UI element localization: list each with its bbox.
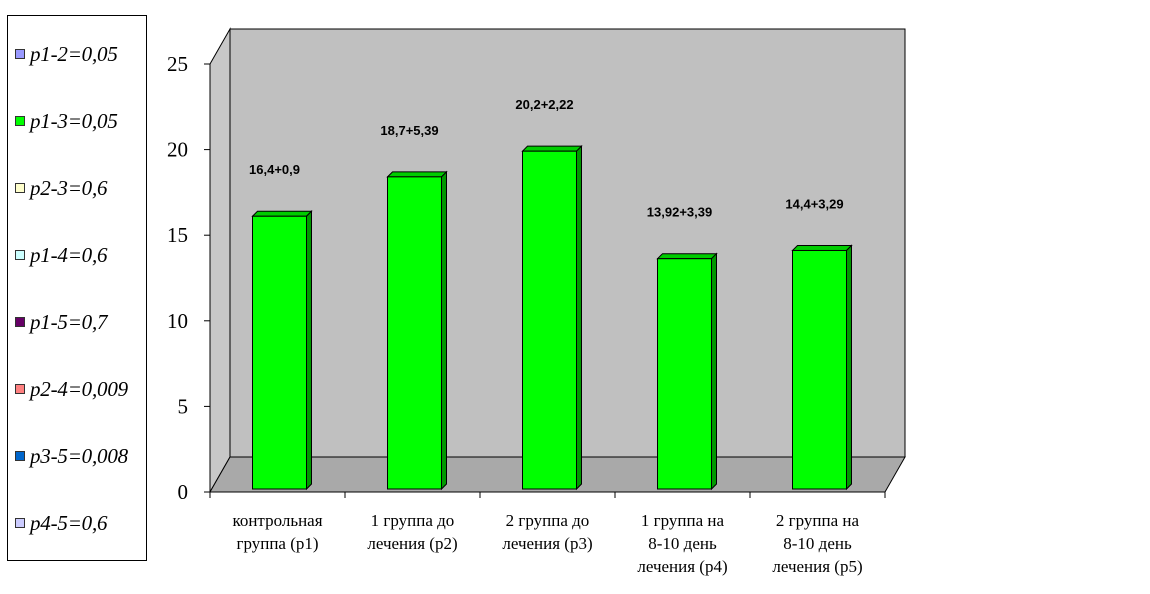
bar-top bbox=[656, 253, 718, 260]
legend-label: p1-3=0,05 bbox=[30, 108, 118, 133]
x-tick-label: 1 группа на bbox=[641, 511, 725, 530]
data-label: 13,92+3,39 bbox=[647, 205, 712, 220]
y-tick-label: 15 bbox=[167, 223, 188, 247]
data-label: 20,2+2,22 bbox=[515, 97, 573, 112]
legend-swatch bbox=[15, 518, 25, 528]
bar-chart: 0 5 10 15 20 25 16,4+0,9 контрольная группа (р1… bbox=[167, 27, 906, 576]
bar bbox=[521, 144, 583, 491]
bar-side bbox=[306, 210, 312, 491]
bar-side bbox=[441, 170, 447, 491]
bar-top bbox=[791, 244, 853, 251]
bar bbox=[251, 210, 313, 491]
legend-swatch bbox=[15, 317, 25, 327]
y-tick-label: 0 bbox=[178, 480, 189, 504]
bar bbox=[656, 252, 718, 491]
bar-top bbox=[521, 145, 583, 152]
bar-top bbox=[251, 210, 313, 217]
legend-item: p2-4=0,009 bbox=[15, 377, 128, 401]
legend-item: p2-3=0,6 bbox=[15, 175, 108, 200]
legend-swatch bbox=[15, 183, 25, 193]
legend-item: p3-5=0,008 bbox=[15, 444, 128, 468]
side-wall bbox=[209, 27, 231, 494]
data-label: 16,4+0,9 bbox=[249, 162, 300, 177]
x-tick-label: группа (р1) bbox=[236, 534, 318, 553]
x-tick-label: 2 группа на bbox=[776, 511, 860, 530]
x-tick-label: лечения (р5) bbox=[772, 557, 862, 576]
y-tick-label: 25 bbox=[167, 52, 188, 76]
bar-side bbox=[711, 252, 717, 491]
chart-labels: 16,4+0,9 контрольная группа (р1) 18,7+5,39 1… bbox=[232, 97, 862, 576]
chart-bars bbox=[251, 144, 853, 491]
y-tick-label: 10 bbox=[167, 309, 188, 333]
bar bbox=[791, 244, 853, 491]
x-tick-label: 8-10 день bbox=[648, 534, 717, 553]
legend-label: p1-2=0,05 bbox=[30, 41, 118, 66]
bar-side bbox=[846, 244, 852, 491]
legend-item: p4-5=0,6 bbox=[15, 510, 108, 535]
bar-front bbox=[522, 150, 577, 490]
x-tick-label: контрольная bbox=[232, 511, 322, 530]
legend-swatch bbox=[15, 384, 25, 394]
y-tick-label: 5 bbox=[178, 394, 189, 418]
legend-swatch bbox=[15, 250, 25, 260]
legend-swatch bbox=[15, 49, 25, 59]
legend-swatch bbox=[15, 451, 25, 461]
x-tick-label: лечения (р2) bbox=[367, 534, 457, 553]
chart-axes: 0 5 10 15 20 25 bbox=[167, 52, 886, 504]
x-tick-label: 8-10 день bbox=[783, 534, 852, 553]
legend-item: p1-4=0,6 bbox=[15, 242, 108, 267]
bar-front bbox=[387, 176, 442, 490]
legend-item: p1-5=0,7 bbox=[15, 309, 108, 334]
bar-top bbox=[386, 171, 448, 178]
bar-front bbox=[792, 249, 847, 490]
x-tick-label: 1 группа до bbox=[371, 511, 455, 530]
bar-front bbox=[252, 215, 307, 490]
legend-swatch bbox=[15, 116, 25, 126]
legend-item: p1-2=0,05 bbox=[15, 42, 118, 66]
x-tick-label: 2 группа до bbox=[506, 511, 590, 530]
legend-label: p2-4=0,009 bbox=[30, 376, 128, 401]
y-tick-label: 20 bbox=[167, 138, 188, 162]
bar bbox=[386, 170, 448, 491]
x-tick-label: лечения (р3) bbox=[502, 534, 592, 553]
legend-label: p1-5=0,7 bbox=[30, 309, 108, 334]
bar-side bbox=[576, 144, 582, 491]
data-label: 18,7+5,39 bbox=[380, 123, 438, 138]
legend-label: p1-4=0,6 bbox=[30, 242, 108, 267]
bar-front bbox=[657, 258, 712, 490]
chart-legend: p1-2=0,05 p1-3=0,05 p2-3=0,6 p1-4=0,6 p1-5=0… bbox=[7, 15, 147, 561]
legend-label: p4-5=0,6 bbox=[30, 510, 108, 535]
legend-label: p3-5=0,008 bbox=[30, 443, 128, 468]
legend-item: p1-3=0,05 bbox=[15, 109, 118, 133]
data-label: 14,4+3,29 bbox=[785, 196, 843, 211]
legend-label: p2-3=0,6 bbox=[30, 175, 108, 200]
x-tick-label: лечения (р4) bbox=[637, 557, 727, 576]
